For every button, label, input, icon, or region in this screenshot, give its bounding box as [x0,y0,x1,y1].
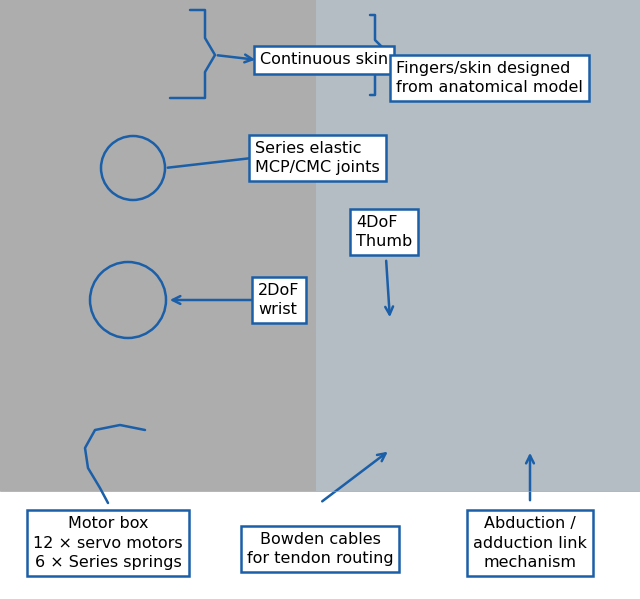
Bar [0,491,640,599]
Text: Fingers/skin designed
from anatomical model: Fingers/skin designed from anatomical mo… [396,61,583,95]
Bar [0,0,316,491]
Text: Continuous skin: Continuous skin [260,53,388,68]
Text: Abduction /
adduction link
mechanism: Abduction / adduction link mechanism [473,516,587,570]
Text: 2DoF
wrist: 2DoF wrist [258,283,300,317]
Text: 4DoF
Thumb: 4DoF Thumb [356,215,412,249]
Bar [316,0,640,491]
Text: Motor box
12 × servo motors
6 × Series springs: Motor box 12 × servo motors 6 × Series s… [33,516,183,570]
Text: Series elastic
MCP/CMC joints: Series elastic MCP/CMC joints [255,141,380,175]
Text: Bowden cables
for tendon routing: Bowden cables for tendon routing [246,532,394,566]
